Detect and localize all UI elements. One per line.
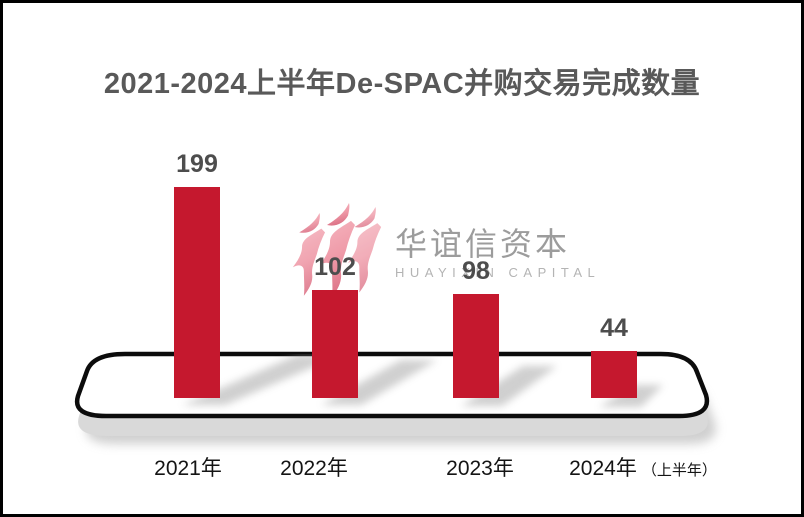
x-axis-label-suffix: （上半年） xyxy=(641,462,717,479)
bar-2024 xyxy=(591,351,637,398)
value-label-2024: 44 xyxy=(600,314,628,342)
value-label-2023: 98 xyxy=(462,257,490,285)
value-label-2021: 199 xyxy=(176,150,218,178)
bar-column-2021: 199 xyxy=(137,152,257,398)
watermark: 华谊信资本 HUAYIXIN CAPITAL xyxy=(291,203,600,305)
x-axis-label-text: 2024年 xyxy=(569,457,637,480)
x-axis-label-2024: 2024年 （上半年） xyxy=(569,456,717,481)
bar-2023 xyxy=(453,294,499,398)
watermark-text: 华谊信资本 HUAYIXIN CAPITAL xyxy=(395,226,601,281)
watermark-cn-name: 华谊信资本 xyxy=(395,226,571,262)
chart-title: 2021-2024上半年De-SPAC并购交易完成数量 xyxy=(103,68,701,100)
x-axis-label-text: 2022年 xyxy=(280,457,348,480)
x-axis-label-2022: 2022年 xyxy=(280,456,348,481)
value-label-2022: 102 xyxy=(314,253,356,281)
bar-2022 xyxy=(312,290,358,398)
bar-column-2024: 44 xyxy=(554,316,674,398)
bar-column-2022: 102 xyxy=(275,255,395,398)
bar-column-2023: 98 xyxy=(416,259,536,398)
x-axis-label-text: 2021年 xyxy=(154,457,222,480)
bar-2021 xyxy=(174,187,220,398)
x-axis-label-text: 2023年 xyxy=(446,457,514,480)
x-axis-label-2021: 2021年 xyxy=(154,456,222,481)
watermark-en-name: HUAYIXIN CAPITAL xyxy=(395,265,601,281)
x-axis-label-2023: 2023年 xyxy=(446,456,514,481)
